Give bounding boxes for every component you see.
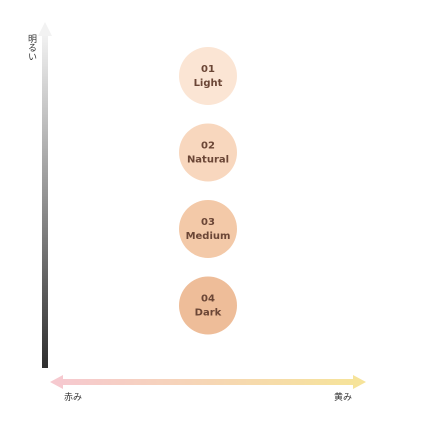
shade-name: Dark — [195, 308, 222, 319]
shade-name: Light — [194, 78, 223, 89]
shade-number: 02 — [201, 141, 215, 152]
shade-number: 04 — [201, 294, 215, 305]
right-axis-label: 黄み — [334, 391, 352, 403]
shade-swatch — [179, 47, 237, 105]
shade-swatch — [179, 200, 237, 258]
shade-swatch — [179, 123, 237, 182]
shade-number: 03 — [201, 217, 215, 228]
horizontal-arrow — [50, 375, 366, 389]
vertical-arrow — [38, 22, 52, 368]
shade-name: Medium — [186, 231, 231, 242]
shade-group: 01 Light 02 Natural 03 Medium 04 Dark — [179, 47, 237, 335]
shade-number: 01 — [201, 64, 215, 75]
shade-swatch — [179, 276, 237, 335]
shade-name: Natural — [187, 155, 229, 166]
left-axis-label: 赤み — [64, 392, 82, 403]
vertical-axis-label: 明るい — [26, 34, 37, 61]
